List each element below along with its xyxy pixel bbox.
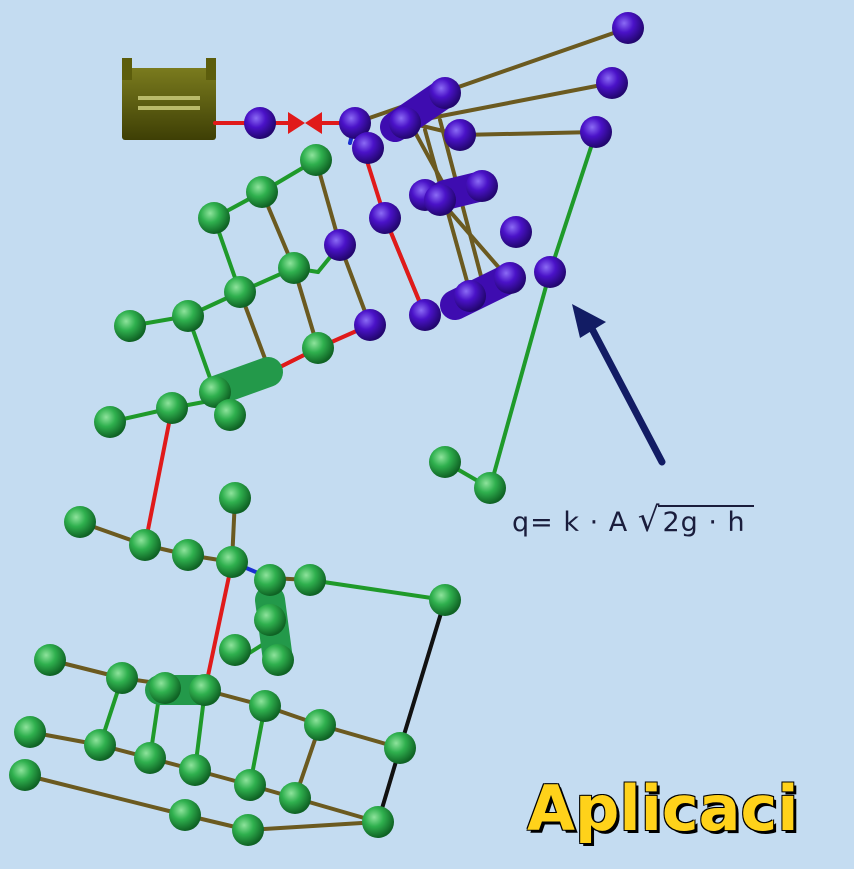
demand-node: [149, 672, 181, 704]
supply-node: [500, 216, 532, 248]
section-title: Aplicaci: [527, 772, 799, 845]
pipe-segment: [246, 820, 380, 832]
demand-node: [429, 446, 461, 478]
reservoir-tank-icon: [122, 58, 216, 140]
valve-icon: [288, 112, 322, 134]
supply-node: [339, 107, 371, 139]
supply-node: [454, 280, 486, 312]
demand-node: [254, 604, 286, 636]
demand-node: [129, 529, 161, 561]
demand-node: [474, 472, 506, 504]
supply-node: [612, 12, 644, 44]
pipe-segment: [458, 130, 598, 137]
demand-node: [34, 644, 66, 676]
demand-node: [216, 546, 248, 578]
supply-node: [444, 119, 476, 151]
demand-node: [279, 782, 311, 814]
pipe-segment: [143, 406, 174, 547]
demand-node: [84, 729, 116, 761]
pipe-segment: [438, 198, 510, 280]
supply-node: [580, 116, 612, 148]
pipe-segment: [383, 216, 427, 317]
demand-node: [234, 769, 266, 801]
demand-node: [179, 754, 211, 786]
demand-node: [246, 176, 278, 208]
demand-node: [219, 482, 251, 514]
supply-node: [389, 107, 421, 139]
pipe-segment: [548, 130, 598, 274]
demand-node: [172, 300, 204, 332]
demand-node: [169, 799, 201, 831]
demand-node: [294, 564, 326, 596]
supply-node: [466, 170, 498, 202]
demand-node: [64, 506, 96, 538]
pipe-segment: [403, 81, 614, 125]
pipe-segment: [398, 598, 447, 750]
flow-arrow: [572, 304, 666, 466]
supply-node: [424, 184, 456, 216]
demand-node: [302, 332, 334, 364]
demand-node: [304, 709, 336, 741]
nodes-layer: [9, 12, 644, 846]
demand-node: [219, 634, 251, 666]
demand-node: [9, 759, 41, 791]
demand-node: [198, 202, 230, 234]
supply-node: [324, 229, 356, 261]
pipe-segment: [488, 270, 552, 490]
demand-node: [262, 644, 294, 676]
demand-node: [278, 252, 310, 284]
pipe-segment: [308, 578, 447, 602]
demand-node: [106, 662, 138, 694]
demand-node: [14, 716, 46, 748]
demand-node: [429, 584, 461, 616]
demand-node: [189, 674, 221, 706]
demand-node: [114, 310, 146, 342]
demand-node: [362, 806, 394, 838]
supply-node: [244, 107, 276, 139]
pipe-segment: [23, 773, 187, 817]
demand-node: [172, 539, 204, 571]
radical-sign: √: [637, 500, 661, 540]
formula-left: q= k · A: [512, 507, 629, 538]
demand-node: [384, 732, 416, 764]
demand-node: [232, 814, 264, 846]
discharge-formula: q= k · A √2g · h: [512, 500, 754, 540]
supply-node: [596, 67, 628, 99]
supply-node: [369, 202, 401, 234]
demand-node: [199, 376, 231, 408]
pipe-segment: [203, 560, 234, 692]
demand-node: [134, 742, 166, 774]
demand-node: [300, 144, 332, 176]
supply-node: [409, 299, 441, 331]
supply-node: [429, 77, 461, 109]
supply-node: [534, 256, 566, 288]
supply-node: [354, 309, 386, 341]
demand-node: [214, 399, 246, 431]
demand-node: [249, 690, 281, 722]
supply-node: [352, 132, 384, 164]
formula-radicand: 2g · h: [658, 505, 754, 538]
demand-node: [224, 276, 256, 308]
supply-node: [494, 262, 526, 294]
demand-node: [156, 392, 188, 424]
demand-node: [254, 564, 286, 596]
demand-node: [94, 406, 126, 438]
